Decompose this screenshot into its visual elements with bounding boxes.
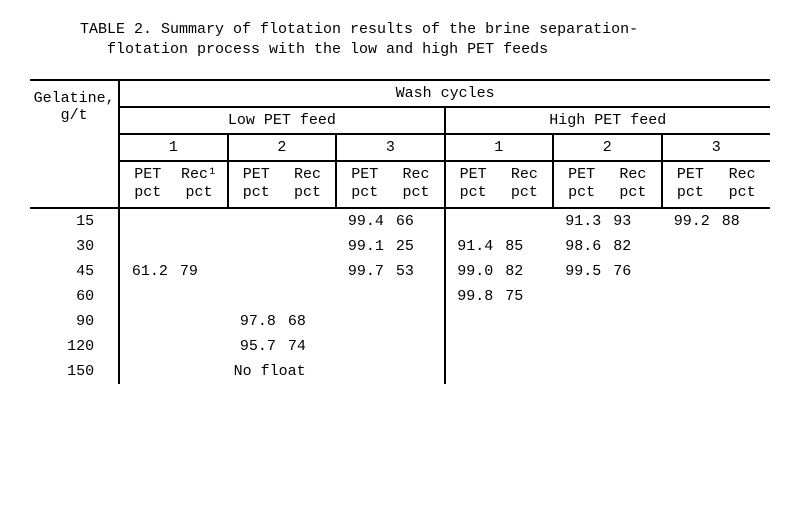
- table-row: 90 97.868: [30, 309, 770, 334]
- header-gelatine: Gelatine, g/t: [30, 80, 119, 134]
- header-spacer: [30, 134, 119, 161]
- table-cell: [119, 334, 227, 359]
- gelatine-value: 15: [30, 208, 119, 234]
- table-cell: [228, 284, 336, 309]
- table-cell: [445, 359, 553, 384]
- sub-low-2: PETpct Recpct: [228, 161, 336, 209]
- table-cell: 98.682: [553, 234, 661, 259]
- col-high-3: 3: [662, 134, 771, 161]
- table-cell: 99.753: [336, 259, 444, 284]
- gelatine-value: 45: [30, 259, 119, 284]
- table-row: 4561.279 99.75399.08299.576: [30, 259, 770, 284]
- table-row: 30 99.12591.48598.682: [30, 234, 770, 259]
- table-cell: 99.875: [445, 284, 553, 309]
- table-cell: [553, 284, 661, 309]
- table-row: 15 99.466 91.39399.288: [30, 208, 770, 234]
- table-cell: [336, 334, 444, 359]
- table-cell: [445, 334, 553, 359]
- table-cell: No float: [228, 359, 336, 384]
- gelatine-value: 90: [30, 309, 119, 334]
- gelatine-value: 120: [30, 334, 119, 359]
- table-row: 60 99.875: [30, 284, 770, 309]
- table-cell: [662, 259, 771, 284]
- table-cell: [553, 309, 661, 334]
- table-cell: [553, 334, 661, 359]
- table-cell: 97.868: [228, 309, 336, 334]
- table-cell: [662, 234, 771, 259]
- col-high-1: 1: [445, 134, 553, 161]
- table-cell: [336, 359, 444, 384]
- table-cell: [662, 334, 771, 359]
- table-cell: [336, 309, 444, 334]
- table-cell: 61.279: [119, 259, 227, 284]
- caption-line-1: TABLE 2. Summary of flotation results of…: [80, 21, 638, 38]
- sub-high-3: PETpct Recpct: [662, 161, 771, 209]
- table-cell: [445, 309, 553, 334]
- col-low-1: 1: [119, 134, 227, 161]
- table-cell: [228, 259, 336, 284]
- caption-line-2: flotation process with the low and high …: [107, 41, 548, 58]
- table-cell: [553, 359, 661, 384]
- flotation-results-table: Gelatine, g/t Wash cycles Low PET feed H…: [30, 79, 770, 385]
- sub-low-3: PETpct Recpct: [336, 161, 444, 209]
- table-cell: [662, 309, 771, 334]
- header-high-feed: High PET feed: [445, 107, 770, 134]
- table-cell: 91.485: [445, 234, 553, 259]
- table-cell: 99.125: [336, 234, 444, 259]
- table-cell: [119, 359, 227, 384]
- table-cell: [228, 234, 336, 259]
- table-cell: 95.774: [228, 334, 336, 359]
- table-cell: [228, 208, 336, 234]
- header-wash-cycles: Wash cycles: [119, 80, 770, 107]
- gelatine-value: 60: [30, 284, 119, 309]
- table-cell: [119, 208, 227, 234]
- sub-high-2: PETpct Recpct: [553, 161, 661, 209]
- table-cell: 99.082: [445, 259, 553, 284]
- table-row: 150 No float: [30, 359, 770, 384]
- table-cell: 99.576: [553, 259, 661, 284]
- col-low-2: 2: [228, 134, 336, 161]
- table-cell: 99.466: [336, 208, 444, 234]
- table-cell: 99.288: [662, 208, 771, 234]
- table-cell: [662, 359, 771, 384]
- gelatine-value: 30: [30, 234, 119, 259]
- sub-high-1: PETpct Recpct: [445, 161, 553, 209]
- table-cell: [445, 208, 553, 234]
- table-cell: 91.393: [553, 208, 661, 234]
- col-low-3: 3: [336, 134, 444, 161]
- table-row: 120 95.774: [30, 334, 770, 359]
- table-cell: [336, 284, 444, 309]
- sub-low-1: PETpct Rec¹pct: [119, 161, 227, 209]
- table-cell: [119, 234, 227, 259]
- header-low-feed: Low PET feed: [119, 107, 444, 134]
- table-cell: [119, 284, 227, 309]
- gelatine-value: 150: [30, 359, 119, 384]
- col-high-2: 2: [553, 134, 661, 161]
- header-spacer-2: [30, 161, 119, 209]
- table-cell: [662, 284, 771, 309]
- table-caption: TABLE 2. Summary of flotation results of…: [80, 20, 700, 61]
- table-cell: [119, 309, 227, 334]
